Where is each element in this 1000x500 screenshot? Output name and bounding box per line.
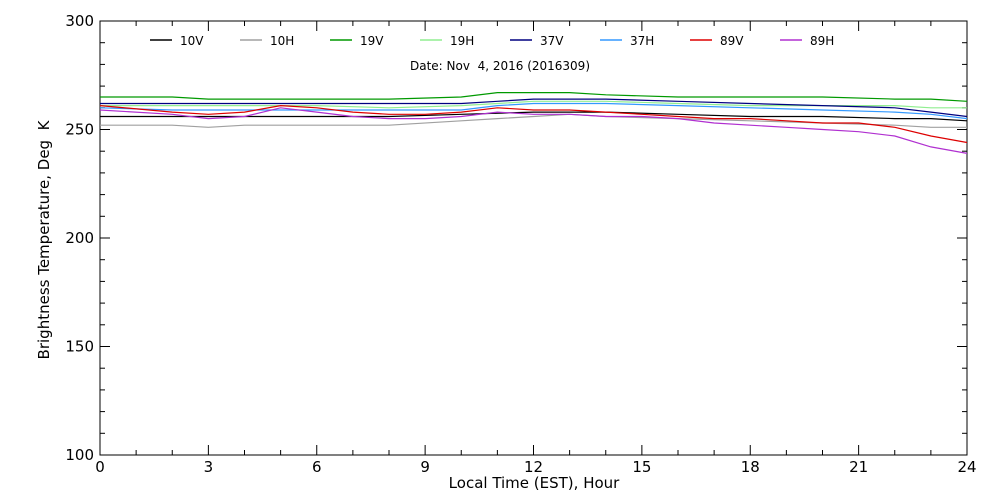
legend-label-37v: 37V <box>540 34 564 48</box>
plot-frame <box>99 20 968 456</box>
y-axis-label: Brightness Temperature, Deg K <box>35 119 53 359</box>
series-line-19v <box>100 91 968 102</box>
series-line-37h <box>99 102 968 120</box>
legend-label-10v: 10V <box>180 34 204 48</box>
y-tick-label: 100 <box>65 446 94 464</box>
legend-label-10h: 10H <box>270 34 294 48</box>
legend-label-89h: 89H <box>810 34 834 48</box>
series-line-10h <box>100 113 967 128</box>
x-tick-label: 3 <box>204 458 214 476</box>
x-tick-label: 18 <box>741 458 760 476</box>
series-line-19h <box>100 100 967 109</box>
legend-label-19v: 19V <box>360 34 384 48</box>
y-tick-label: 250 <box>65 121 94 139</box>
axis-tick-labels: 0 3 6 9 12 15 18 21 24 100 150 200 250 300 <box>65 12 976 476</box>
series-line-37v <box>100 98 968 118</box>
x-tick-label: 9 <box>420 458 430 476</box>
chart-date-subtitle: Date: Nov 4, 2016 (2016309) <box>410 59 590 73</box>
x-tick-label: 6 <box>312 458 322 476</box>
series-line-89h <box>99 107 968 154</box>
legend-label-37h: 37H <box>630 34 654 48</box>
axis-ticks <box>99 20 968 456</box>
legend: 10V 10H 19V 19H 37V 37H 89V 89H <box>150 34 834 48</box>
series-line-89v <box>99 104 968 144</box>
x-tick-label: 0 <box>95 458 105 476</box>
legend-label-89v: 89V <box>720 34 744 48</box>
x-tick-label: 21 <box>849 458 868 476</box>
x-tick-label: 15 <box>632 458 651 476</box>
y-tick-label: 200 <box>65 229 94 247</box>
x-tick-label: 12 <box>524 458 543 476</box>
series-lines <box>99 91 968 154</box>
x-tick-label: 24 <box>957 458 976 476</box>
y-tick-label: 150 <box>65 338 94 356</box>
y-tick-label: 300 <box>65 12 94 30</box>
legend-label-19h: 19H <box>450 34 474 48</box>
series-line-10v <box>100 111 968 122</box>
x-axis-label: Local Time (EST), Hour <box>449 474 620 492</box>
